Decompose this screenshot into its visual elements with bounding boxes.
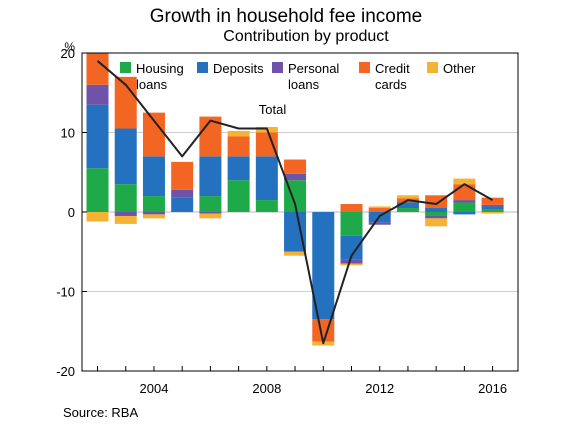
bar-segment <box>396 202 419 209</box>
bar-segment <box>340 212 363 236</box>
bar-segment <box>425 215 448 219</box>
legend-swatch <box>120 62 131 73</box>
bar-segment <box>142 214 165 219</box>
bar-segment <box>114 76 137 129</box>
bar-segment <box>171 197 194 212</box>
bar-segment <box>199 156 222 197</box>
bar-segment <box>340 204 363 212</box>
bar-segment <box>199 212 222 214</box>
bar-segment <box>425 195 448 209</box>
bar-segment <box>368 222 391 225</box>
bar-segment <box>86 53 109 85</box>
bar-segment <box>396 195 419 199</box>
source-note: Source: RBA <box>63 405 139 420</box>
legend-label: Other <box>443 61 476 76</box>
bar-segment <box>481 204 504 207</box>
legend-label: Housing loans <box>136 61 184 92</box>
bar-segment <box>255 156 278 201</box>
total-line <box>96 60 494 345</box>
bar-segment <box>142 112 165 157</box>
bar-segment <box>199 213 222 219</box>
bar-segment <box>142 212 165 215</box>
bar-segment <box>227 130 250 137</box>
legend-label: Credit cards <box>375 61 410 92</box>
x-tick-label: 2016 <box>478 381 507 396</box>
bar-segment <box>425 208 448 212</box>
bar-segment <box>227 136 250 157</box>
bar-segment <box>453 184 476 201</box>
bar-segment <box>340 259 363 264</box>
bar-segment <box>481 209 504 212</box>
bar-segment <box>255 132 278 157</box>
y-tick-label: -20 <box>56 364 75 379</box>
bar-segment <box>284 251 307 256</box>
total-label: Total <box>259 102 287 117</box>
bar-segment <box>481 212 504 214</box>
bar-segment <box>453 202 476 212</box>
bar-segment <box>171 189 194 198</box>
bar-segment <box>284 159 307 174</box>
bar-segment <box>86 84 109 105</box>
legend-swatch <box>359 62 370 73</box>
bar-segment <box>114 215 137 224</box>
legend-swatch <box>197 62 208 73</box>
y-tick-label: 10 <box>61 126 75 141</box>
bar-segment <box>114 212 137 216</box>
bar-segment <box>340 263 363 266</box>
bar-segment <box>86 212 109 222</box>
bar-segment <box>142 196 165 212</box>
bar-segment <box>481 206 504 210</box>
bar-segment <box>396 208 419 212</box>
y-tick-label: 20 <box>61 46 75 61</box>
bar-segment <box>171 161 194 190</box>
x-tick-label: 2004 <box>140 381 169 396</box>
bar-segment <box>86 104 109 169</box>
bar-segment <box>227 180 250 212</box>
bar-segment <box>114 184 137 212</box>
bar-segment <box>453 178 476 185</box>
y-tick-label: -10 <box>56 285 75 300</box>
legend-label: Deposits <box>213 61 264 76</box>
legend-label: Personal loans <box>288 61 339 92</box>
bar-segment <box>312 212 335 320</box>
y-tick-label: 0 <box>68 205 75 220</box>
bar-segment <box>86 168 109 212</box>
bar-segment <box>368 206 391 209</box>
bar-segment <box>227 156 250 181</box>
bar-segment <box>481 197 504 205</box>
x-tick-label: 2008 <box>252 381 281 396</box>
bar-segment <box>114 128 137 185</box>
legend-swatch <box>272 62 283 73</box>
x-tick-label: 2012 <box>365 381 394 396</box>
legend-swatch <box>427 62 438 73</box>
y-axis-unit: % <box>64 40 75 54</box>
bar-segment <box>340 235 363 260</box>
chart-subtitle: Contribution by product <box>223 28 389 45</box>
bar-segment <box>425 218 448 227</box>
chart-title: Growth in household fee income <box>149 6 423 27</box>
bar-segment <box>255 200 278 212</box>
bar-segment <box>368 208 391 212</box>
bar-segment <box>142 156 165 197</box>
bar-segment <box>199 196 222 212</box>
bar-segment <box>425 212 448 216</box>
bar-segment <box>284 212 307 252</box>
bar-segment <box>284 173 307 181</box>
bar-segment <box>453 200 476 203</box>
bar-segment <box>453 212 476 215</box>
